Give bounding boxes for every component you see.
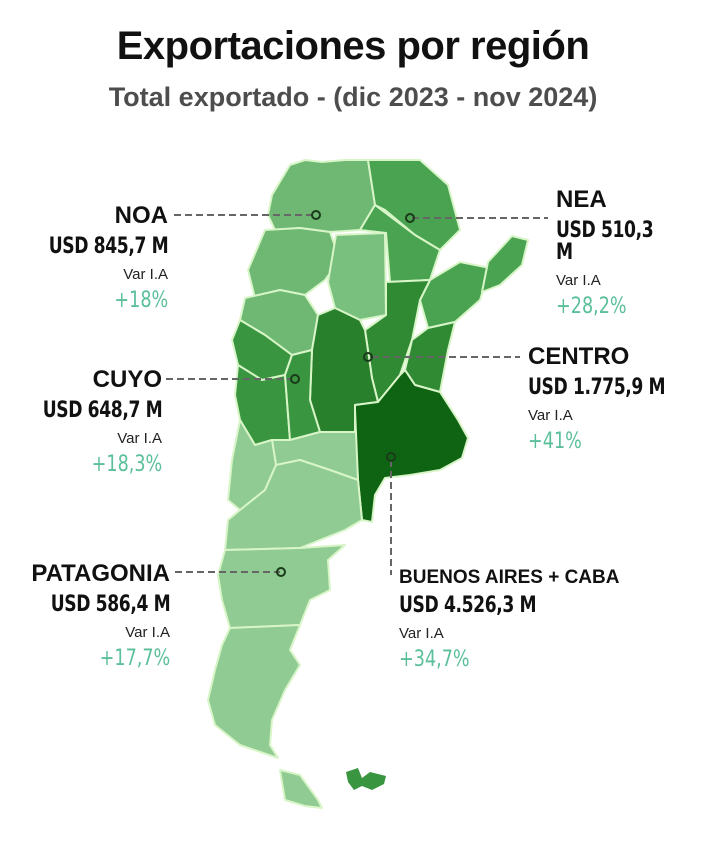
region-var-value: +41% <box>528 429 582 454</box>
region-var-label: Var I.A <box>399 625 444 642</box>
region-label-patagonia: PATAGONIA USD 586,4 M Var I.A +17,7% <box>17 562 170 670</box>
region-name: BUENOS AIRES + CABA <box>399 567 620 588</box>
region-var-value: +18,3% <box>91 452 162 477</box>
region-name: CENTRO <box>528 343 630 370</box>
region-label-centro: CENTRO USD 1.775,9 M Var I.A +41% <box>528 345 704 453</box>
islas-malvinas <box>346 768 386 790</box>
marker-buenos-aires <box>386 452 396 462</box>
region-label-noa: NOA USD 845,7 M Var I.A +18% <box>15 204 168 312</box>
province-santiago <box>327 232 387 321</box>
province-corrientes <box>419 261 491 329</box>
region-var-value: +34,7% <box>399 647 470 672</box>
marker-cuyo <box>290 374 300 384</box>
region-var-value: +28,2% <box>556 294 627 319</box>
province-chaco <box>359 204 441 283</box>
marker-nea <box>405 213 415 223</box>
region-var-label: Var I.A <box>123 266 168 283</box>
region-label-cuyo: CUYO USD 648,7 M Var I.A +18,3% <box>9 368 162 476</box>
province-chubut <box>217 544 346 629</box>
page-subtitle: Total exportado - (dic 2023 - nov 2024) <box>108 82 598 112</box>
region-export-value: USD 510,3 M <box>556 218 654 265</box>
region-export-value: USD 648,7 M <box>42 398 162 423</box>
province-santa-cruz <box>207 624 301 759</box>
region-export-value: USD 586,4 M <box>50 592 170 617</box>
region-label-nea: NEA USD 510,3 M Var I.A +28,2% <box>556 188 706 318</box>
region-name: NOA <box>114 202 168 229</box>
province-tierra-del-fuego <box>279 769 323 809</box>
region-export-value: USD 845,7 M <box>48 234 168 259</box>
marker-noa <box>311 210 321 220</box>
region-var-label: Var I.A <box>556 272 601 289</box>
region-var-label: Var I.A <box>117 430 162 447</box>
marker-centro <box>363 352 373 362</box>
region-var-label: Var I.A <box>125 624 170 641</box>
province-catamarca-tucuman <box>247 227 341 299</box>
marker-patagonia <box>276 567 286 577</box>
region-var-value: +18% <box>114 288 168 313</box>
province-misiones <box>481 235 529 293</box>
region-var-value: +17,7% <box>99 646 170 671</box>
province-rio-negro <box>224 459 363 551</box>
page-title: Exportaciones por región <box>116 24 590 68</box>
region-name: PATAGONIA <box>31 560 170 587</box>
region-name: CUYO <box>92 366 162 393</box>
province-jujuy-salta <box>267 159 376 233</box>
region-label-buenos-aires: BUENOS AIRES + CABA USD 4.526,3 M Var I.… <box>399 568 619 671</box>
region-export-value: USD 4.526,3 M <box>399 593 537 618</box>
region-var-label: Var I.A <box>528 407 573 424</box>
region-name: NEA <box>556 186 607 213</box>
region-export-value: USD 1.775,9 M <box>528 375 666 400</box>
